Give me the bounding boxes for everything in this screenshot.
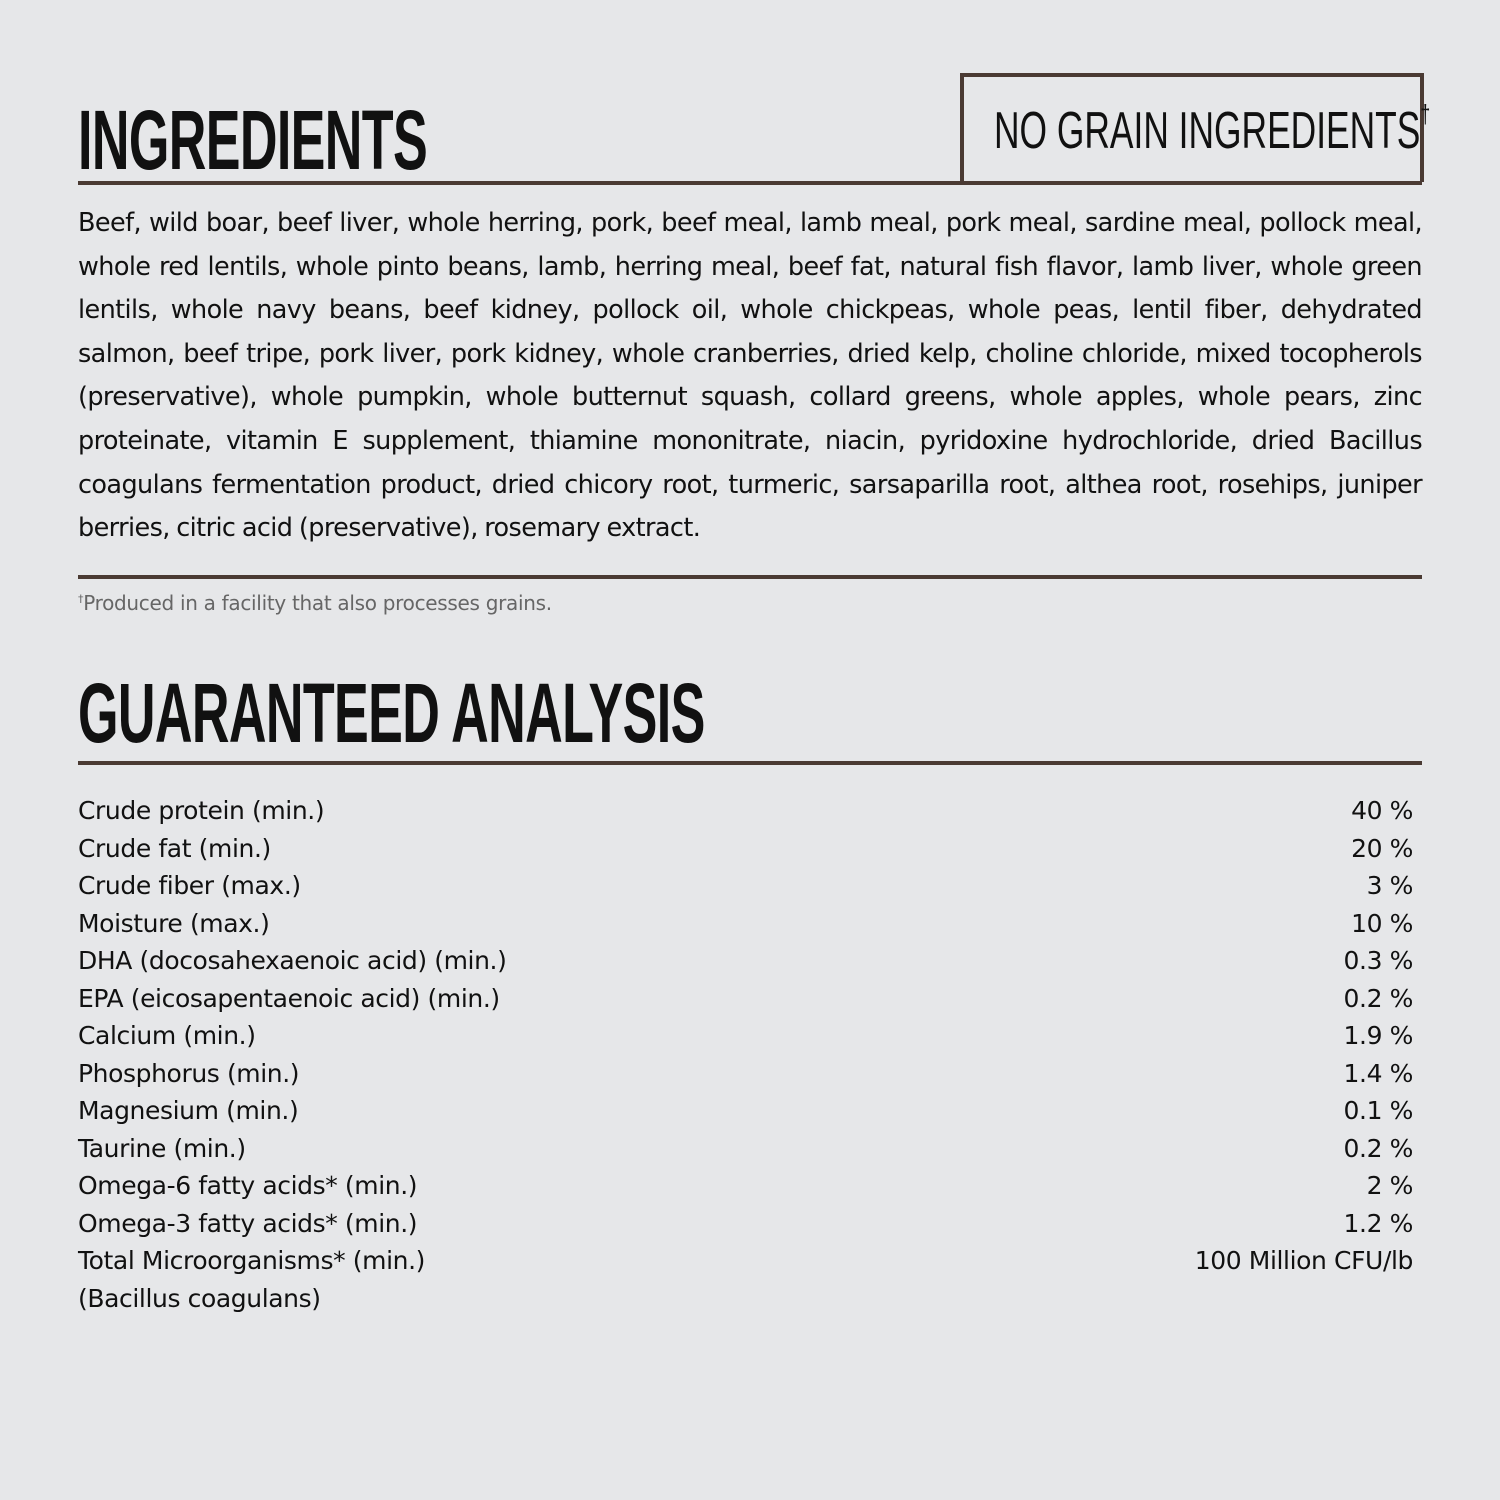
badge-label: NO GRAIN INGREDIENTS [994,102,1421,160]
nutrient-value: 3 % [1366,871,1414,900]
no-grain-badge: NO GRAIN INGREDIENTS† [960,73,1430,182]
analysis-row: Crude fiber (max.) 3 % [78,867,1413,905]
nutrient-value: 20 % [1351,833,1413,863]
nutrient-label: Magnesium (min.) [78,1096,299,1125]
nutrient-label: EPA (eicosapentaenoic acid) (min.) [78,983,500,1013]
analysis-row: Calcium (min.) 1.9 % [78,1017,1413,1055]
nutrient-label: Omega-3 fatty acids* (min.) [78,1208,418,1238]
nutrient-value: 1.2 % [1343,1208,1414,1238]
analysis-row: Crude protein (min.) 40 % [78,792,1413,830]
analysis-table: Crude protein (min.) 40 % Crude fat (min.)… [78,792,1414,1313]
analysis-row: Taurine (min.) 0.2 % [78,1130,1413,1168]
analysis-row: Omega-6 fatty acids* (min.) 2 % [78,1167,1413,1205]
nutrient-label: DHA (docosahexaenoic acid) (min.) [78,946,507,975]
nutrient-value: 100 Million CFU/lb [1194,1246,1414,1275]
nutrient-label: Crude fat (min.) [78,833,271,863]
nutrient-sublabel: (Bacillus coagulans) [78,1283,321,1313]
analysis-row: Moisture (max.) 10 % [78,905,1413,943]
nutrient-label: Crude fiber (max.) [78,871,301,900]
nutrient-value: 0.2 % [1343,983,1414,1013]
analysis-row: Crude fat (min.) 20 % [78,830,1413,868]
ingredients-list: Beef, wild boar, beef liver, whole herri… [78,208,1423,544]
ingredients-title: INGREDIENTS [78,93,428,187]
nutrient-value: 2 % [1366,1171,1414,1200]
analysis-row: Phosphorus (min.) 1.4 % [78,1055,1413,1093]
analysis-row: Total Microorganisms* (min.) (Bacillus co… [78,1242,1414,1313]
nutrient-value: 40 % [1351,796,1413,825]
nutrient-label: Phosphorus (min.) [78,1058,300,1088]
nutrient-label: Crude protein (min.) [78,796,325,825]
divider [78,761,1422,765]
nutrient-value: 10 % [1351,908,1413,938]
divider [78,575,1422,579]
nutrient-label: Calcium (min.) [78,1021,256,1050]
badge-dagger: † [1420,99,1431,129]
analysis-row: Magnesium (min.) 0.1 % [78,1092,1413,1130]
nutrient-value: 0.1 % [1343,1096,1414,1125]
nutrient-value: 0.2 % [1343,1133,1414,1163]
footnote-dagger: † [78,592,84,606]
footnote: †Produced in a facility that also proces… [78,591,552,615]
nutrient-label: Total Microorganisms* (min.) (Bacillus co… [78,1242,425,1313]
analysis-row: DHA (docosahexaenoic acid) (min.) 0.3 % [78,942,1413,980]
nutrient-value: 0.3 % [1343,946,1414,975]
analysis-row: EPA (eicosapentaenoic acid) (min.) 0.2 % [78,980,1413,1018]
divider [78,181,1422,185]
nutrient-label: Moisture (max.) [78,908,270,938]
nutrient-value: 1.9 % [1343,1021,1414,1050]
nutrient-value: 1.4 % [1343,1058,1414,1088]
nutrient-label: Omega-6 fatty acids* (min.) [78,1171,418,1200]
analysis-row: Omega-3 fatty acids* (min.) 1.2 % [78,1205,1413,1243]
footnote-text: Produced in a facility that also process… [83,591,552,615]
nutrient-label: Taurine (min.) [78,1133,246,1163]
analysis-title: GUARANTEED ANALYSIS [78,666,705,760]
